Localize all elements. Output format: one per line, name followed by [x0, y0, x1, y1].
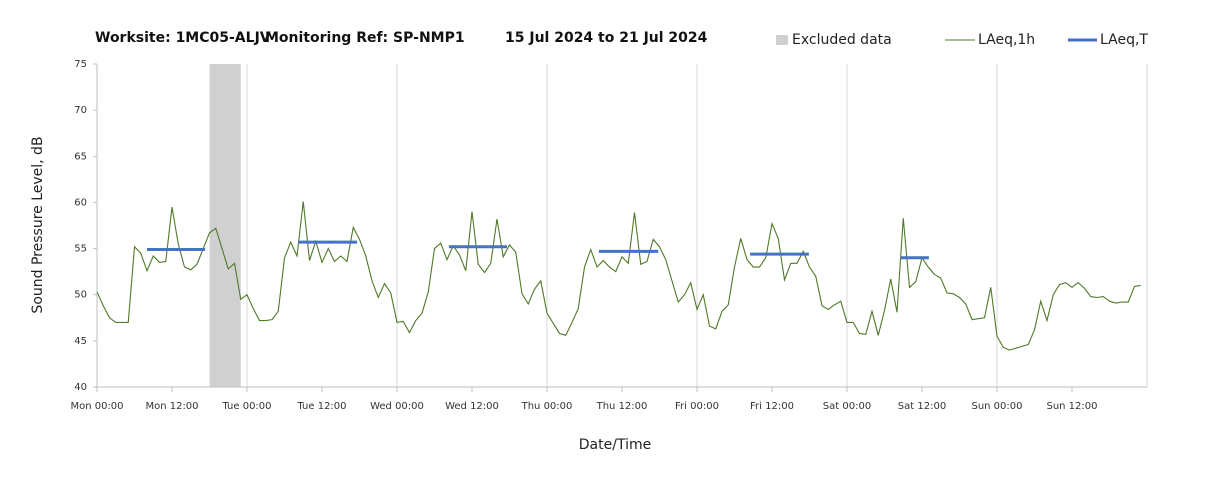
y-tick-label: 50 [74, 290, 87, 301]
x-tick-label: Fri 12:00 [750, 401, 794, 412]
x-tick-label: Sun 00:00 [971, 401, 1022, 412]
y-tick-label: 55 [74, 244, 87, 255]
x-axis-label: Date/Time [579, 437, 651, 453]
x-tick-label: Sat 00:00 [823, 401, 871, 412]
legend-swatch [776, 35, 788, 45]
y-tick-label: 60 [74, 197, 87, 208]
legend-label: LAeq,1h [978, 32, 1035, 48]
x-tick-label: Wed 00:00 [370, 401, 424, 412]
y-tick-label: 40 [74, 382, 87, 393]
excluded-band [209, 64, 241, 387]
laeq-1h-line [96, 201, 1141, 351]
y-tick-label: 70 [74, 105, 87, 116]
x-tick-label: Tue 12:00 [296, 401, 346, 412]
x-tick-label: Fri 00:00 [675, 401, 719, 412]
y-tick-label: 65 [74, 151, 87, 162]
period: 15 Jul 2024 to 21 Jul 2024 [505, 30, 708, 46]
chart-title: Worksite: 1MC05-ALJV [95, 30, 271, 46]
monitoring-ref: Monitoring Ref: SP-NMP1 [265, 30, 465, 46]
x-tick-label: Mon 12:00 [145, 401, 198, 412]
x-tick-label: Mon 00:00 [70, 401, 123, 412]
legend-label: LAeq,T [1100, 32, 1148, 48]
y-tick-label: 75 [74, 59, 87, 70]
x-tick-label: Thu 00:00 [521, 401, 573, 412]
x-tick-label: Sat 12:00 [898, 401, 946, 412]
y-tick-label: 45 [74, 336, 87, 347]
legend-label: Excluded data [792, 32, 892, 48]
x-tick-label: Tue 00:00 [221, 401, 271, 412]
y-axis-label: Sound Pressure Level, dB [30, 136, 46, 313]
x-tick-label: Sun 12:00 [1046, 401, 1097, 412]
x-tick-label: Thu 12:00 [596, 401, 648, 412]
x-tick-label: Wed 12:00 [445, 401, 499, 412]
